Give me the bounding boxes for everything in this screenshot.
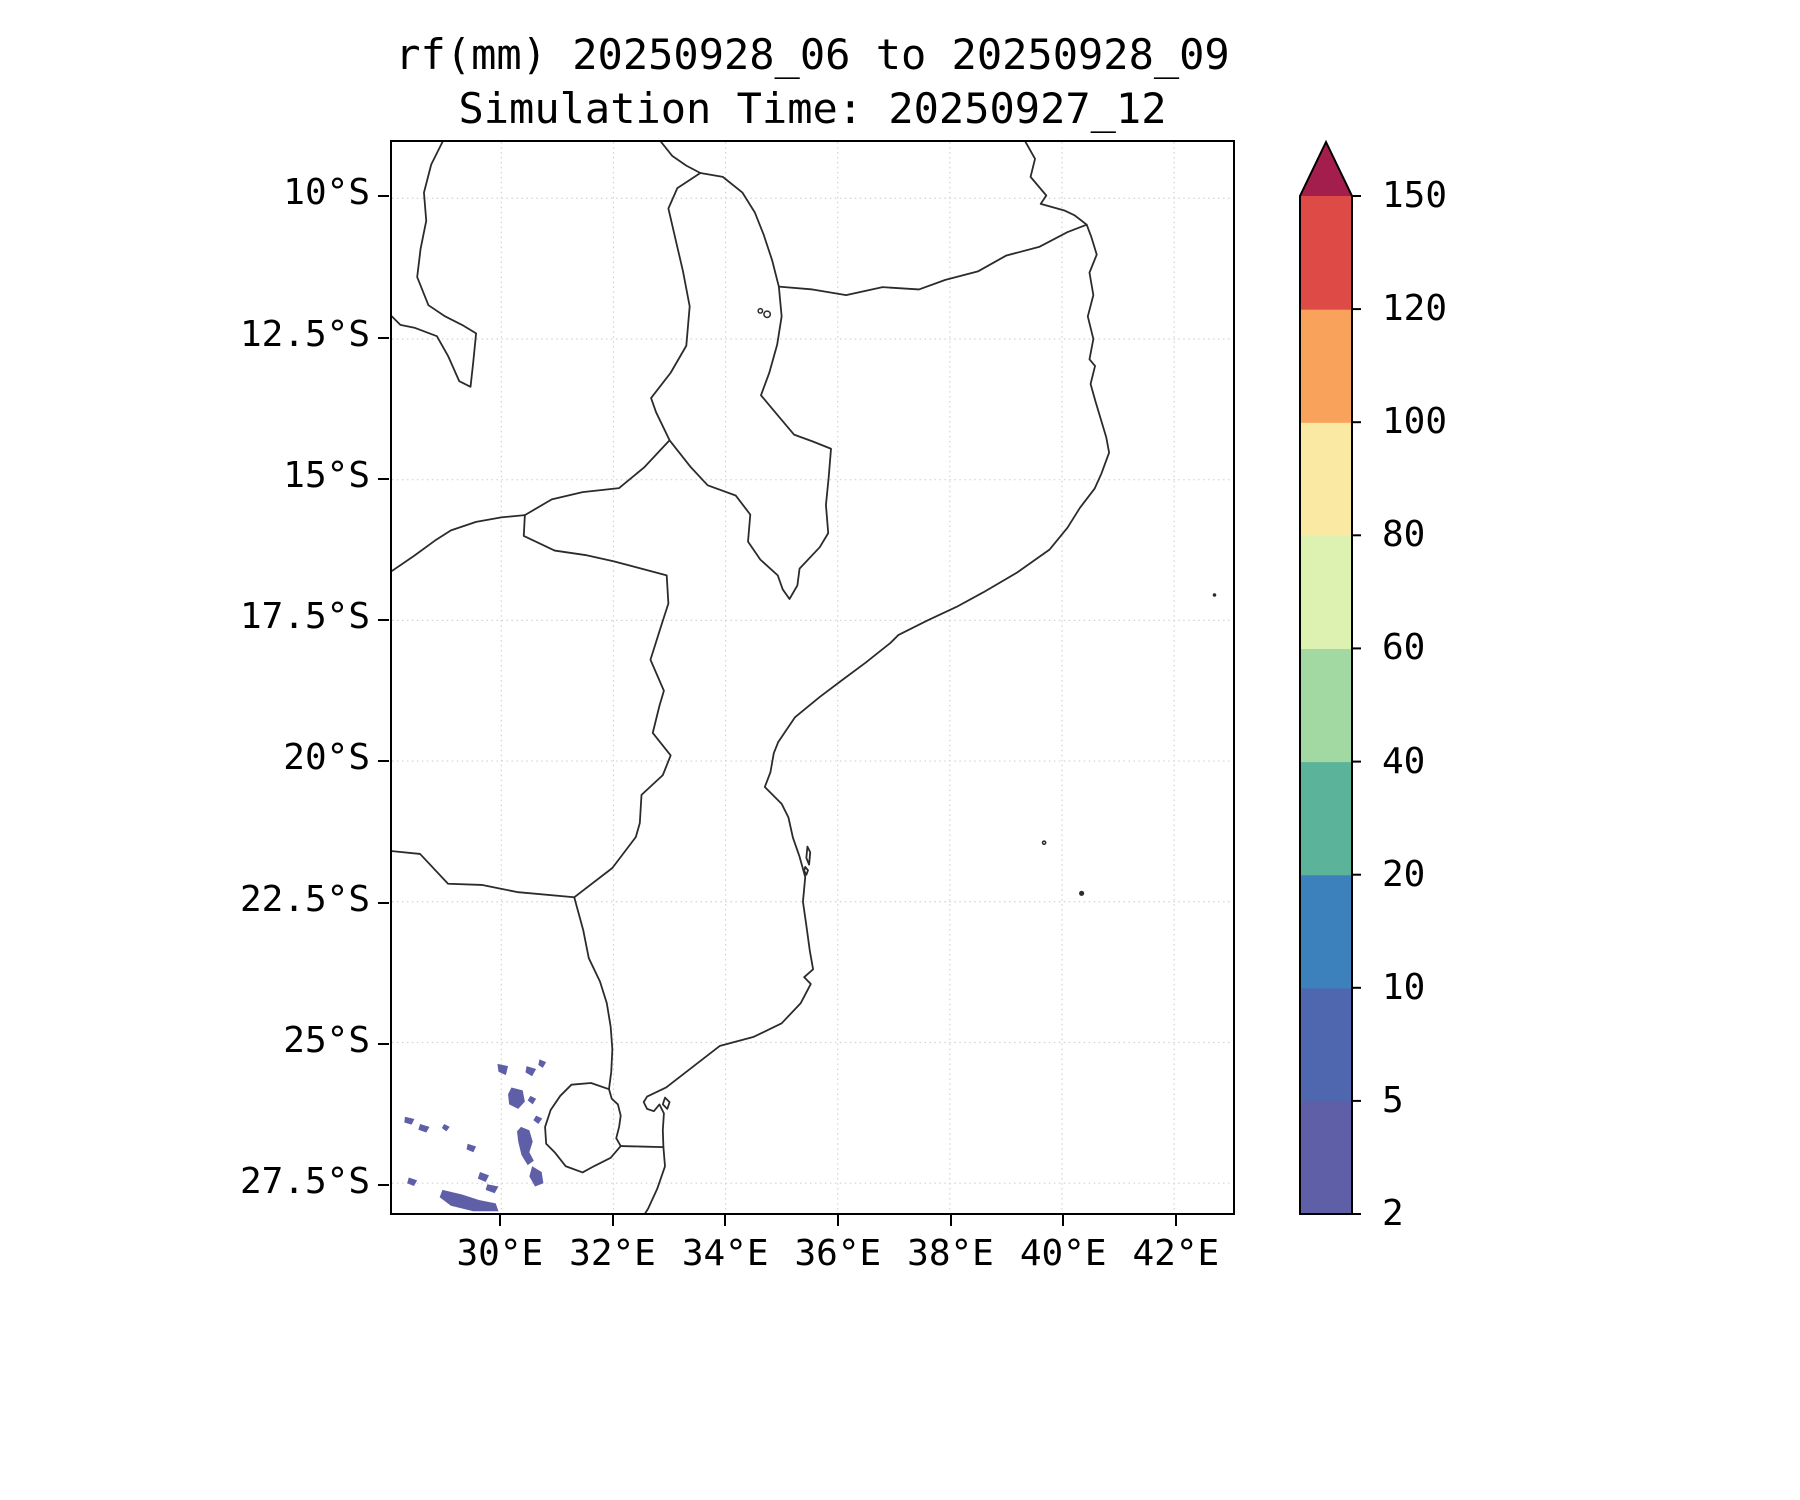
colorbar-tick-label: 20 xyxy=(1382,853,1426,895)
y-tick-label: 17.5°S xyxy=(239,596,370,638)
y-tick-mark xyxy=(378,477,389,480)
rain-patch xyxy=(418,1124,430,1133)
rain-patch xyxy=(466,1143,477,1153)
y-tick-label: 25°S xyxy=(283,1019,370,1061)
x-tick-label: 38°E xyxy=(907,1233,994,1274)
colorbar-segment xyxy=(1300,987,1352,1102)
y-tick-label: 10°S xyxy=(283,172,370,214)
x-tick-label: 42°E xyxy=(1132,1233,1220,1274)
y-tick-label: 20°S xyxy=(283,737,370,779)
juan-de-nova-island xyxy=(1212,593,1217,597)
map-plot-area xyxy=(390,140,1235,1215)
rain-patch xyxy=(533,1115,543,1125)
colorbar-tick-label: 100 xyxy=(1382,401,1448,443)
y-tick-mark xyxy=(378,336,389,339)
colorbar-over-arrow xyxy=(1300,142,1352,196)
colorbar-tick-label: 5 xyxy=(1382,1079,1404,1121)
colorbar-segment xyxy=(1300,648,1352,763)
chart-subtitle: Simulation Time: 20250927_12 xyxy=(458,84,1167,133)
rain-patch xyxy=(508,1087,525,1109)
zimbabwe-mozambique-border xyxy=(522,514,672,899)
malawi-border xyxy=(650,172,832,600)
rain-patch xyxy=(441,1124,450,1132)
rain-patch xyxy=(497,1063,509,1076)
bassas-da-india xyxy=(1041,840,1047,846)
benguerra-island xyxy=(803,865,809,876)
colorbar-tick-label: 10 xyxy=(1382,966,1426,1008)
colorbar-tick-label: 60 xyxy=(1382,627,1426,669)
y-tick-label: 22.5°S xyxy=(239,878,370,920)
rain-patch xyxy=(517,1126,534,1166)
colorbar-outline xyxy=(1299,139,1353,1215)
x-tick-mark xyxy=(498,1215,501,1226)
x-tick-mark xyxy=(949,1215,952,1226)
eswatini-border xyxy=(544,1082,622,1174)
chart-title: rf(mm) 20250928_06 to 20250928_09 xyxy=(395,30,1230,79)
inhaca-island xyxy=(661,1096,671,1110)
y-tick-mark xyxy=(378,195,389,198)
x-tick-mark xyxy=(1062,1215,1065,1226)
colorbar-tick-label: 40 xyxy=(1382,740,1426,782)
x-tick-label: 32°E xyxy=(569,1233,656,1274)
colorbar xyxy=(1299,139,1361,1215)
colorbar-segment xyxy=(1300,761,1352,876)
colorbar-segment xyxy=(1300,874,1352,989)
zambezi-zambia-zimbabwe-border xyxy=(392,514,526,572)
drc-zambia-border xyxy=(392,142,477,388)
limpopo-border xyxy=(392,850,576,899)
rain-patch xyxy=(525,1066,537,1077)
colorbar-segment xyxy=(1300,422,1352,536)
rovuma-border xyxy=(777,223,1088,297)
colorbar-segment xyxy=(1300,535,1352,649)
rain-patch xyxy=(538,1059,547,1068)
colorbar-segment xyxy=(1300,1100,1352,1215)
x-tick-mark xyxy=(611,1215,614,1226)
map-svg xyxy=(392,142,1233,1213)
y-tick-mark xyxy=(378,901,389,904)
x-tick-mark xyxy=(836,1215,839,1226)
y-tick-label: 12.5°S xyxy=(239,313,370,355)
rain-patch xyxy=(407,1177,418,1187)
y-tick-label: 27.5°S xyxy=(239,1161,370,1203)
y-tick-mark xyxy=(378,1184,389,1187)
x-tick-label: 34°E xyxy=(681,1233,769,1274)
colorbar-tick-label: 120 xyxy=(1382,288,1448,330)
rain-patch xyxy=(477,1171,490,1183)
likoma-island xyxy=(763,310,772,319)
europa-island xyxy=(1079,890,1085,896)
y-tick-mark xyxy=(378,619,389,622)
colorbar-segment xyxy=(1300,309,1352,423)
colorbar-tick-label: 2 xyxy=(1382,1193,1404,1234)
colorbar-tick-label: 80 xyxy=(1382,514,1426,556)
y-tick-mark xyxy=(378,760,389,763)
colorbar-segment xyxy=(1300,196,1352,310)
tanzania-zambia-border xyxy=(660,142,702,174)
rain-patch xyxy=(439,1189,499,1212)
chizumulu-island xyxy=(757,307,764,314)
rain-patch xyxy=(529,1166,544,1187)
rain-patch xyxy=(404,1116,415,1125)
x-tick-mark xyxy=(1174,1215,1177,1226)
y-tick-mark xyxy=(378,1042,389,1045)
southafrica-mozambique-south-border xyxy=(619,1145,665,1149)
colorbar-tick-label: 150 xyxy=(1382,175,1448,216)
zambia-mozambique-border xyxy=(523,439,671,517)
coastline xyxy=(642,142,1110,1213)
x-tick-label: 36°E xyxy=(794,1233,882,1274)
x-tick-label: 40°E xyxy=(1019,1233,1107,1274)
rain-patch xyxy=(527,1095,537,1105)
x-tick-label: 30°E xyxy=(456,1233,544,1274)
bazaruto-island xyxy=(805,845,812,866)
rain-patch xyxy=(485,1184,499,1194)
y-tick-label: 15°S xyxy=(283,454,370,496)
x-tick-mark xyxy=(724,1215,727,1226)
southafrica-mozambique-border xyxy=(573,896,614,1091)
